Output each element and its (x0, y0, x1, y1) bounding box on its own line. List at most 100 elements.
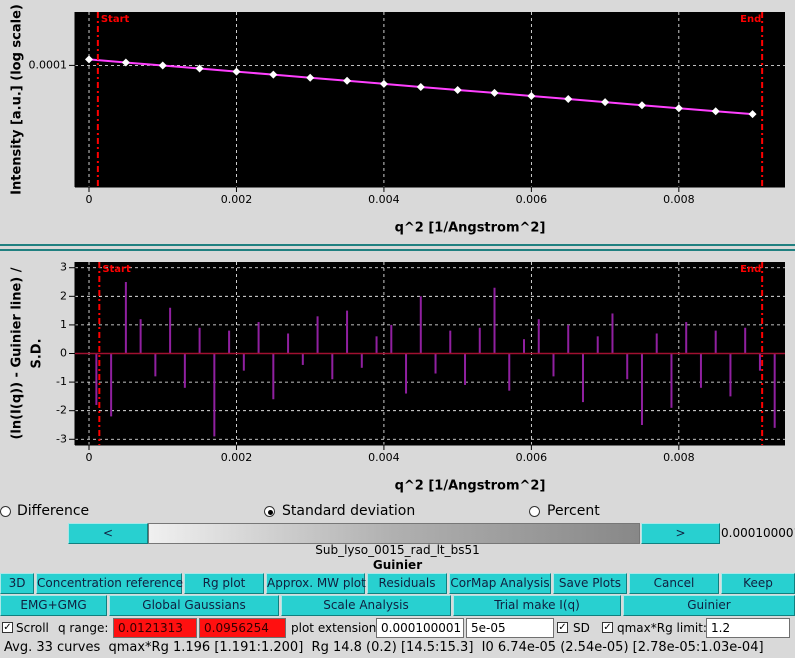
slider-track[interactable] (148, 523, 640, 544)
prev-button[interactable]: < (68, 523, 148, 544)
bar (287, 333, 290, 354)
action-button[interactable]: Approx. MW plot (266, 573, 366, 594)
bar (596, 336, 599, 354)
bar (242, 353, 245, 371)
data-point (748, 110, 757, 119)
range-label: Start (102, 264, 131, 275)
x-tick-label: 0.008 (663, 451, 695, 464)
panel-title: Guinier (372, 558, 423, 572)
x-tick-label: 0 (86, 451, 93, 464)
bar (464, 353, 467, 385)
y-axis-title: Intensity [a.u.] (log scale) (10, 4, 25, 195)
radio-label: Difference (17, 503, 90, 519)
q-max-input[interactable]: 0.0956254 (199, 618, 286, 638)
checkbox[interactable]: ✓ (2, 622, 13, 633)
bar (301, 353, 304, 365)
action-button[interactable]: Global Gaussians (109, 595, 279, 616)
bar (183, 353, 186, 388)
action-button[interactable]: Concentration reference (36, 573, 183, 594)
y-tick-label: 2 (60, 289, 67, 302)
bar (581, 353, 584, 403)
bar (729, 353, 732, 397)
q-range-label: q range: (58, 621, 109, 635)
radio-button[interactable] (529, 506, 540, 517)
bar (699, 353, 702, 388)
action-button[interactable]: EMG+GMG (0, 595, 107, 616)
bar (228, 330, 231, 354)
bar (537, 319, 540, 354)
bar (139, 319, 142, 354)
bar (272, 353, 275, 400)
y-tick-label: -1 (56, 375, 67, 388)
bar (346, 310, 349, 354)
x-axis-title: q^2 [1/Angstrom^2] (395, 221, 546, 236)
action-button[interactable]: Cancel (629, 573, 719, 594)
bar (390, 324, 393, 354)
data-point (85, 55, 94, 64)
checkbox-label: SD (573, 621, 590, 635)
bar (213, 353, 216, 437)
data-point (232, 67, 241, 76)
action-button[interactable]: Save Plots (553, 573, 627, 594)
action-button[interactable]: Scale Analysis (281, 595, 451, 616)
checkbox-label: qmax*Rg limit: (617, 621, 707, 635)
x-tick-label: 0.006 (516, 193, 548, 206)
bar (685, 322, 688, 354)
separator (0, 244, 795, 246)
bar (124, 282, 127, 354)
step-input[interactable]: 5e-05 (466, 618, 554, 638)
action-button[interactable]: Rg plot (184, 573, 264, 594)
action-button[interactable]: Trial make I(q) (453, 595, 621, 616)
plot-extension-input[interactable]: 0.000100001 (376, 618, 464, 638)
radio-button[interactable] (264, 506, 275, 517)
plot-extension-label: plot extension: (291, 621, 381, 635)
qmax-rg-input[interactable]: 1.2 (706, 618, 790, 638)
action-button[interactable]: 3D (0, 573, 34, 594)
bar (670, 353, 673, 408)
action-button[interactable]: Keep (721, 573, 795, 594)
bar (523, 339, 526, 354)
bar (434, 353, 437, 374)
slider-value: 0.000100001 (721, 526, 795, 540)
x-tick-label: 0 (86, 193, 93, 206)
range-label: Start (101, 14, 130, 25)
data-point (121, 58, 130, 67)
bar (169, 307, 172, 354)
action-button[interactable]: Guinier (623, 595, 795, 616)
data-point (453, 85, 462, 94)
bar (419, 296, 422, 354)
radio-button[interactable] (0, 506, 11, 517)
action-button[interactable]: Residuals (367, 573, 447, 594)
x-tick-label: 0.008 (663, 193, 695, 206)
bar (626, 353, 629, 380)
bar (714, 330, 717, 354)
x-tick-label: 0.006 (516, 451, 548, 464)
plot-area (75, 12, 785, 187)
x-tick-label: 0.004 (368, 193, 400, 206)
radio-label: Percent (547, 503, 600, 519)
y-tick-label: -3 (56, 432, 67, 445)
next-button[interactable]: > (641, 523, 720, 544)
checkbox[interactable]: ✓ (557, 622, 568, 633)
y-axis-title: (ln(I(q)) - Guinier line) / (10, 267, 25, 439)
bar (154, 353, 157, 377)
bar (640, 353, 643, 425)
bar (773, 353, 776, 428)
q-min-input[interactable]: 0.0121313 (113, 618, 197, 638)
data-point (527, 91, 536, 100)
y-tick-label: 0.0001 (29, 58, 68, 71)
bar (257, 322, 260, 354)
range-label: End (740, 264, 761, 275)
bar (478, 327, 481, 354)
checkbox[interactable]: ✓ (602, 622, 613, 633)
radio-label: Standard deviation (282, 503, 416, 519)
bar (744, 327, 747, 354)
plots: 0 0.002 0.004 0.006 0.008 0.0001 q^2 [1/Angstr… (0, 4, 795, 494)
data-point (343, 76, 352, 85)
separator (0, 249, 795, 251)
action-button[interactable]: CorMap Analysis (449, 573, 551, 594)
bar (316, 316, 319, 354)
status-line: Avg. 33 curves qmax*Rg 1.196 [1.191:1.20… (4, 640, 764, 655)
data-point (416, 82, 425, 91)
